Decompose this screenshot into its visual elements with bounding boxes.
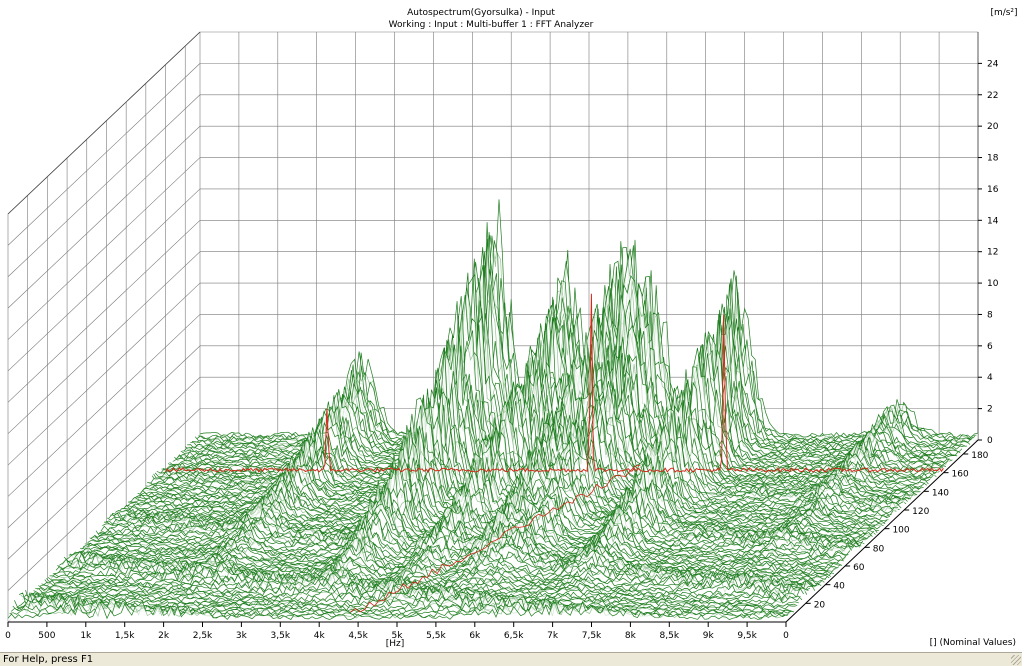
spectrum-slice-fill	[68, 520, 847, 565]
y-tick-label: 6	[987, 342, 993, 352]
left-wall-gridline	[7, 251, 201, 434]
x-tick-label: 8,5k	[660, 631, 680, 641]
x-tick-label: 2,5k	[193, 631, 213, 641]
left-wall-gridline	[7, 125, 201, 309]
spectrum-slice-fill	[72, 516, 850, 562]
spectrum-slice-fill	[73, 515, 852, 560]
z-tick-label: 100	[892, 526, 909, 536]
left-wall-gridline	[7, 408, 201, 591]
spectrum-slice-fill	[41, 566, 820, 591]
left-wall-gridline	[7, 314, 201, 497]
chart-subtitle: Working : Input : Multi-buffer 1 : FFT A…	[389, 20, 594, 30]
spectrum-slice	[63, 529, 843, 567]
status-bar: For Help, press F1	[0, 652, 1022, 666]
z-tick-label: 160	[952, 470, 969, 480]
spectrum-slice	[68, 520, 848, 562]
x-tick-label: 3,5k	[271, 631, 291, 641]
highlighted-slice	[164, 293, 944, 473]
x-tick-label: 5,5k	[426, 631, 446, 641]
spectrum-slice	[94, 466, 873, 538]
x-tick-label: 7,5k	[582, 631, 602, 641]
spectrum-slice-fill	[20, 590, 799, 610]
y-tick-label: 4	[987, 373, 993, 383]
y-tick-label: 2	[987, 405, 993, 415]
left-wall-gridline	[7, 63, 201, 246]
x-tick-label: 4,5k	[348, 631, 368, 641]
y-tick-label: 14	[987, 216, 999, 226]
x-tick-label: 7k	[547, 631, 559, 641]
y-tick-label: 18	[987, 154, 999, 164]
highlighted-ridge	[350, 464, 641, 613]
z-tick-label: 120	[912, 507, 929, 517]
spectrum-slice-fill	[38, 573, 817, 594]
left-wall-gridline	[7, 94, 201, 277]
highlighted-trace	[164, 293, 944, 613]
spectrum-slice	[129, 401, 908, 505]
y-tick-label: 22	[987, 91, 998, 101]
left-wall-gridline	[7, 282, 201, 466]
spectrum-slice	[46, 563, 825, 584]
spectrum-slice	[126, 394, 905, 508]
spectrum-slice	[113, 426, 892, 520]
spectrum-slice	[100, 458, 879, 532]
x-tick-label: 500	[38, 631, 55, 641]
z-axis-line	[785, 439, 979, 623]
spectrum-slice	[42, 566, 822, 587]
x-tick-label: 3k	[236, 631, 248, 641]
spectrum-slice	[83, 500, 862, 549]
left-wall-gridline	[7, 157, 201, 340]
status-text: For Help, press F1	[3, 654, 94, 665]
x-tick-label: 9k	[703, 631, 715, 641]
z-tick-label: 40	[833, 582, 845, 592]
z-axis-label: [] (Nominal Values)	[930, 638, 1016, 648]
resize-grip-icon[interactable]	[1011, 655, 1021, 665]
x-tick-label: 8k	[625, 631, 637, 641]
x-tick-label: 1,5k	[115, 631, 135, 641]
x-tick-label: 2k	[158, 631, 170, 641]
x-tick-label: 0	[5, 631, 11, 641]
left-wall-gridline	[7, 188, 201, 372]
spectrum-slice	[7, 600, 787, 620]
y-tick-label: 0	[987, 436, 993, 446]
axes: 0 500 1k 1,5k 2k 2,5k 3k 3,5k 4k 4,5k 5k 5,5k 6k 6,5k…	[5, 59, 999, 641]
x-tick-label: 9,5k	[737, 631, 757, 641]
chart-title: Autospectrum(Gyorsulka) - Input	[407, 8, 555, 18]
x-tick-label: 1k	[80, 631, 92, 641]
x-tick-label: 6,5k	[504, 631, 524, 641]
y-axis-unit: [m/s²]	[990, 8, 1017, 18]
y-tick-label: 8	[987, 310, 993, 320]
wall-frame-edge	[7, 31, 201, 215]
spectrum-slice	[39, 567, 819, 590]
z-tick-label: 80	[873, 544, 885, 554]
x-tick-label: 5k	[392, 631, 404, 641]
waterfall-chart: 0 500 1k 1,5k 2k 2,5k 3k 3,5k 4k 4,5k 5k 5,5k 6k 6,5k…	[5, 8, 1017, 649]
x-axis-label: [Hz]	[386, 639, 405, 649]
z-tick-label: 140	[932, 488, 949, 498]
left-wall-gridline	[7, 220, 201, 403]
z-tick-label: 60	[853, 563, 865, 573]
y-tick-label: 20	[987, 122, 999, 132]
spectrum-slice-fill	[35, 572, 814, 597]
spectrum-slice	[92, 485, 872, 540]
waterfall-spectra	[7, 199, 979, 622]
y-tick-label: 24	[987, 59, 999, 69]
spectrum-slice-fill	[70, 521, 849, 563]
y-tick-label: 10	[987, 279, 999, 289]
z-tick-label: 180	[971, 451, 988, 461]
spectrum-slice	[66, 522, 846, 564]
y-tick-label: 12	[987, 248, 998, 258]
z-tick-label: 20	[814, 600, 826, 610]
left-wall-gridline	[7, 345, 201, 529]
x-tick-label: 4k	[314, 631, 326, 641]
spectrum-slice-fill	[33, 573, 812, 598]
left-wall-gridline	[7, 377, 201, 560]
x-tick-label: 6k	[469, 631, 481, 641]
x-tick-label: 0	[783, 631, 789, 641]
spectrum-slice	[30, 579, 809, 599]
spectrum-slice	[71, 515, 851, 560]
y-tick-label: 16	[987, 185, 999, 195]
